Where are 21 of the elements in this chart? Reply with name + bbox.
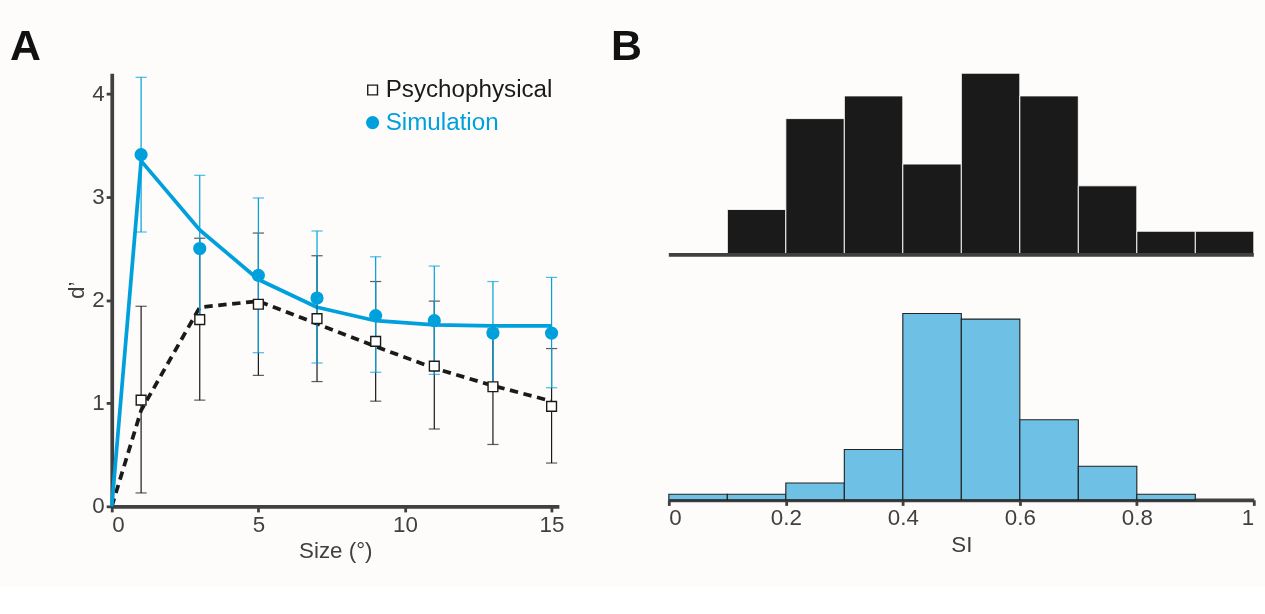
x-tick-label: 5	[252, 511, 266, 537]
legend-label: Psychophysical	[385, 75, 553, 103]
x-tick-label: 0.2	[770, 505, 802, 531]
x-tick-label: 0.8	[1121, 505, 1153, 531]
x-tick-label: 1	[1241, 505, 1255, 531]
x-axis-title: Size (°)	[299, 538, 373, 564]
x-tick-label: 0	[669, 505, 682, 531]
chart-title: B	[611, 20, 643, 69]
x-tick-label: 15	[539, 511, 565, 537]
x-tick-label: 0.6	[1004, 505, 1036, 531]
y-tick-label: 3	[92, 183, 105, 209]
x-axis-title: SI	[951, 531, 973, 557]
x-tick-label: 10	[393, 511, 418, 537]
x-tick-label: 0.4	[887, 505, 919, 531]
legend-label: Simulation	[385, 108, 499, 136]
y-tick-label: 2	[92, 287, 105, 313]
x-tick-label: 0	[112, 511, 125, 537]
y-tick-label: 1	[92, 390, 105, 416]
y-axis-title: d’	[63, 281, 89, 299]
chart-title: A	[9, 21, 41, 70]
y-tick-label: 4	[92, 80, 105, 106]
